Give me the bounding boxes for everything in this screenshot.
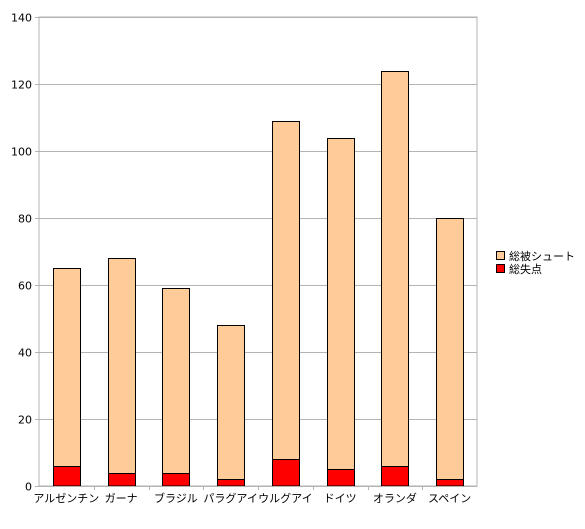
bar-shots-against xyxy=(108,258,136,487)
bar-goals-conceded xyxy=(108,473,136,487)
y-tick-label: 100 xyxy=(11,146,32,159)
bar-goals-conceded xyxy=(381,466,409,487)
x-tick-label: オランダ xyxy=(373,491,417,505)
bar-goals-conceded xyxy=(217,479,245,487)
y-tick-label: 40 xyxy=(18,347,32,360)
bar-shots-against xyxy=(327,138,355,487)
bar-goals-conceded xyxy=(272,459,300,487)
bar-shots-against xyxy=(272,121,300,487)
bar-shots-against xyxy=(217,325,245,487)
legend-label: 総被シュート xyxy=(509,249,575,263)
x-tick-label: ドイツ xyxy=(324,492,357,505)
x-tick-label: アルゼンチン xyxy=(33,492,99,505)
y-tick-label: 80 xyxy=(18,213,32,226)
bar-goals-conceded xyxy=(162,473,190,487)
bar-goals-conceded xyxy=(327,469,355,487)
y-tick-label: 60 xyxy=(18,280,32,293)
y-tick-label: 120 xyxy=(11,79,32,92)
x-tick-label: ウルグアイ xyxy=(258,491,312,505)
y-tick-label: 140 xyxy=(11,12,32,25)
legend-label: 総失点 xyxy=(509,262,542,276)
gridlines xyxy=(38,16,478,487)
legend-swatch xyxy=(496,264,505,273)
axes: 0 20 40 60 80 100 120 140 アルゼンチン ガーナ ブラジル パラグアイ ウルグア… xyxy=(11,12,477,505)
x-tick-label: ブラジル xyxy=(154,491,198,505)
bar-goals-conceded xyxy=(53,466,81,487)
bars xyxy=(53,71,464,487)
y-tick-label: 0 xyxy=(25,481,32,494)
bar-shots-against xyxy=(381,71,409,487)
plot-area xyxy=(38,16,478,487)
legend-swatch xyxy=(496,251,505,260)
bar-goals-conceded xyxy=(436,479,464,487)
bar-shots-against xyxy=(53,268,81,487)
bar-shots-against xyxy=(436,218,464,487)
x-tick-label: ガーナ xyxy=(105,492,138,505)
bar-shots-against xyxy=(162,288,190,487)
x-tick-label: スペイン xyxy=(428,492,471,505)
x-tick-label: パラグアイ xyxy=(203,491,257,505)
y-tick-label: 20 xyxy=(18,414,32,427)
